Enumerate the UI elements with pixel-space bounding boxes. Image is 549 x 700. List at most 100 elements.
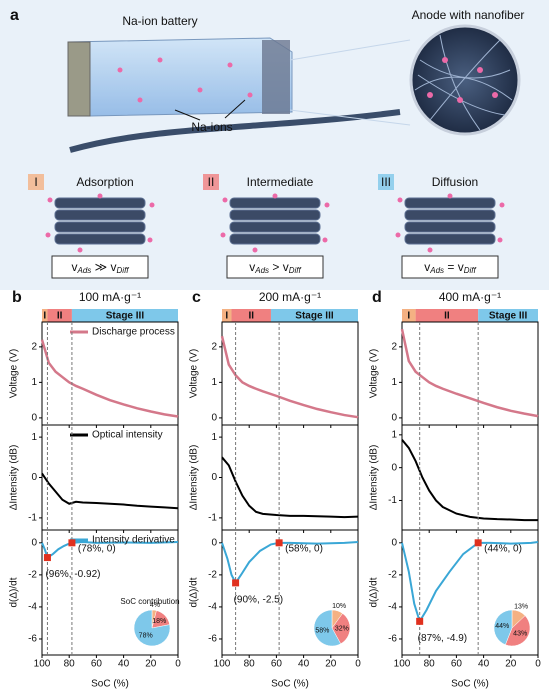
formula-part: ≫ xyxy=(91,260,110,274)
pie-label: 78% xyxy=(139,632,153,639)
stage-bar xyxy=(71,309,178,322)
pie-slice xyxy=(313,609,342,647)
marker-label: (96%, -0.92) xyxy=(45,569,100,580)
battery-label: Na-ion battery xyxy=(122,14,197,28)
y-tick-label: 0 xyxy=(391,462,397,473)
panel-letter: d xyxy=(372,289,382,306)
pie-slice xyxy=(505,615,531,647)
x-tick-label: 100 xyxy=(214,659,231,670)
y-tick-label: 0 xyxy=(31,413,37,424)
formula-box xyxy=(51,255,149,279)
formula-subscript: Diff xyxy=(464,266,477,275)
pie-label: 4% xyxy=(150,602,160,609)
y-tick-label: -2 xyxy=(208,570,217,581)
y-tick-label: -6 xyxy=(28,634,37,645)
layer xyxy=(404,197,496,209)
y-tick-label: 0 xyxy=(211,413,217,424)
y-tick-label: -4 xyxy=(388,602,397,613)
y-axis-label: Voltage (V) xyxy=(369,349,380,398)
numeral-box xyxy=(28,174,44,190)
series-line xyxy=(401,439,538,522)
ion xyxy=(272,193,278,199)
marker-label: (90%, -2.5) xyxy=(234,595,283,606)
y-tick-label: 0 xyxy=(391,413,397,424)
legend-label: Discharge process xyxy=(92,327,175,338)
formula-box xyxy=(226,255,324,279)
formula-part: v xyxy=(458,260,464,274)
plot-frame xyxy=(401,321,539,426)
layer xyxy=(54,209,146,221)
chart-title: 100 mA·g⁻¹ xyxy=(79,290,141,304)
plot-frame xyxy=(221,529,359,656)
marker xyxy=(43,554,51,562)
x-tick-label: 20 xyxy=(505,659,517,670)
formula-part: v xyxy=(71,260,77,274)
pie-label: 44% xyxy=(495,623,509,630)
y-axis-label: ΔIntensity (dB) xyxy=(9,445,20,511)
mode-name: Diffusion xyxy=(432,175,478,189)
y-tick-label: -4 xyxy=(28,602,37,613)
pie-label: 18% xyxy=(152,618,166,625)
y-tick-label: -2 xyxy=(388,570,397,581)
plot-frame xyxy=(221,424,359,531)
stage-bar xyxy=(402,309,416,322)
battery-illustration xyxy=(67,37,411,153)
mode-numeral: II xyxy=(208,175,215,189)
plot-frame xyxy=(41,424,179,531)
formula-part: = xyxy=(444,260,458,274)
ion xyxy=(97,193,103,199)
pie-label: 13% xyxy=(514,604,528,611)
ion xyxy=(397,197,403,203)
series-line xyxy=(401,541,539,624)
formula: vAds = vDiff xyxy=(424,260,476,275)
layer xyxy=(404,209,496,221)
x-tick-label: 40 xyxy=(118,659,130,670)
stage-label: Stage III xyxy=(106,311,145,322)
marker-label: (87%, -4.9) xyxy=(418,633,467,644)
mode-name: Adsorption xyxy=(76,175,133,189)
numeral-box xyxy=(203,174,219,190)
formula-subscript: Ads xyxy=(76,266,91,275)
formula-part: > xyxy=(269,260,283,274)
layer xyxy=(229,209,321,221)
mode-numeral: I xyxy=(34,175,37,189)
series-line xyxy=(40,339,179,418)
pie-label: 32% xyxy=(335,625,349,632)
formula: vAds > vDiff xyxy=(249,260,301,275)
stage-bar xyxy=(415,309,479,322)
stage-label: II xyxy=(248,311,254,322)
stage-label: II xyxy=(444,311,450,322)
y-tick-label: -1 xyxy=(28,513,37,524)
y-tick-label: 0 xyxy=(211,472,217,483)
pie-title: SoC contribution xyxy=(120,597,179,606)
y-axis-label: d(Δ)/dt xyxy=(9,577,20,607)
y-tick-label: 1 xyxy=(391,429,397,440)
ion xyxy=(47,197,53,203)
marker-label: (44%, 0) xyxy=(484,543,522,554)
y-axis-label: ΔIntensity (dB) xyxy=(369,445,380,511)
legend-label: Intensity derivative xyxy=(92,535,175,546)
y-tick-label: 0 xyxy=(211,537,217,548)
ion xyxy=(322,237,328,243)
formula-subscript: Ads xyxy=(429,266,444,275)
formula: vAds ≫ vDiff xyxy=(71,260,129,275)
series-line xyxy=(220,335,359,419)
x-tick-label: 100 xyxy=(34,659,51,670)
y-tick-label: 0 xyxy=(31,472,37,483)
marker xyxy=(474,539,482,547)
y-tick-label: 2 xyxy=(391,342,397,353)
pie-label: 43% xyxy=(513,630,527,637)
y-tick-label: -6 xyxy=(208,634,217,645)
x-axis-label: SoC (%) xyxy=(451,679,489,690)
x-tick-label: 60 xyxy=(91,659,103,670)
mode-name: Intermediate xyxy=(247,175,314,189)
x-tick-label: 80 xyxy=(424,659,436,670)
formula-subscript: Diff xyxy=(289,266,302,275)
x-tick-label: 60 xyxy=(451,659,463,670)
pie-label: 10% xyxy=(332,603,346,610)
layer xyxy=(229,197,321,209)
ion xyxy=(220,232,226,238)
formula-part: v xyxy=(283,260,289,274)
x-tick-label: 60 xyxy=(271,659,283,670)
